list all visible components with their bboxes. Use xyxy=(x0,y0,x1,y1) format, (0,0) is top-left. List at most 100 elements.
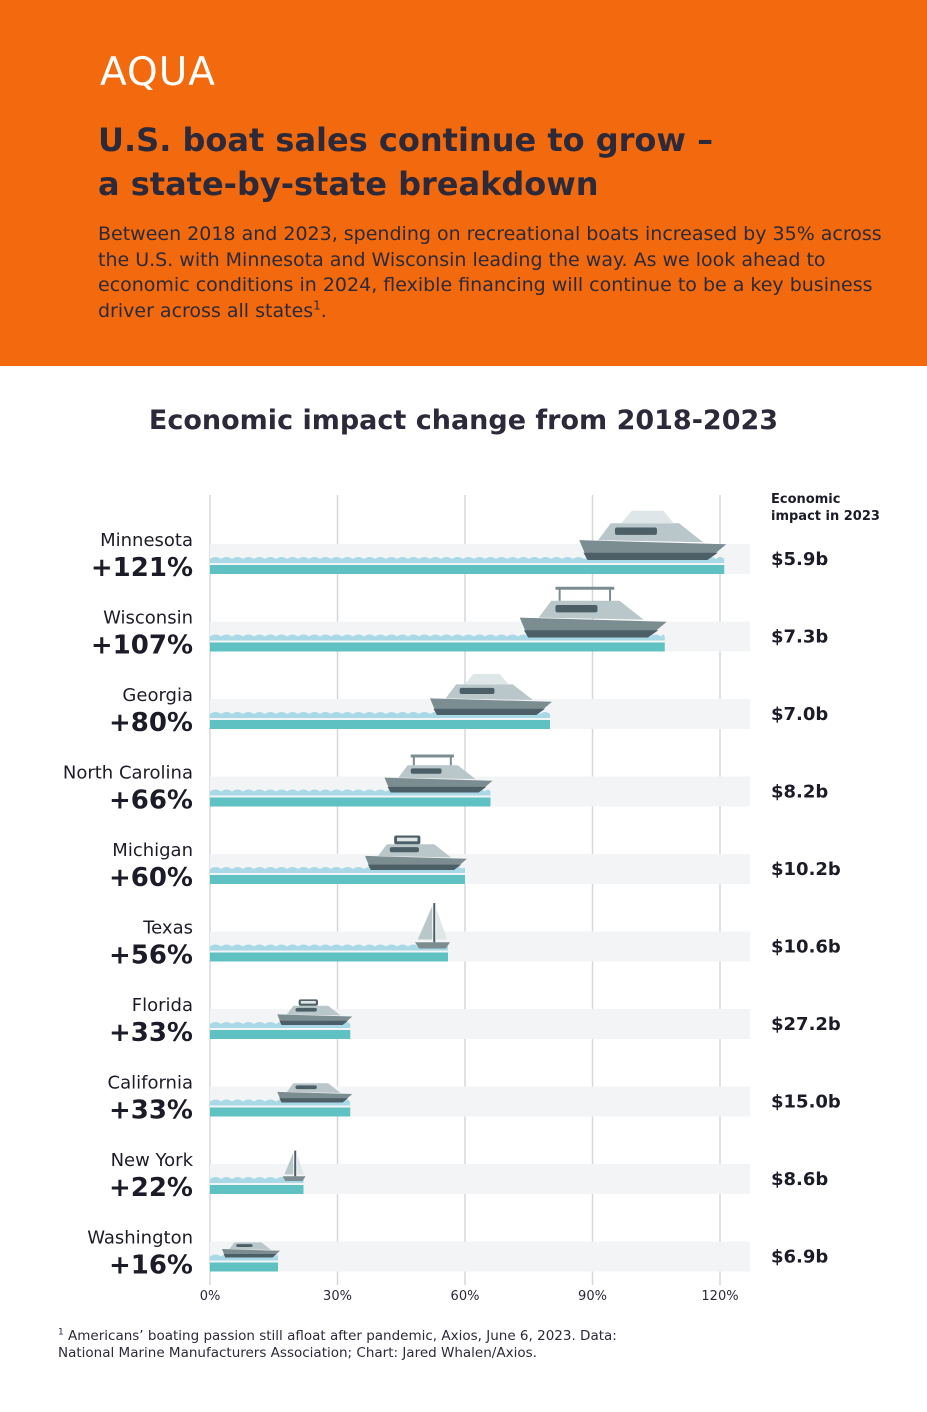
impact-header-line-2: impact in 2023 xyxy=(771,509,880,524)
boat-part xyxy=(621,510,674,524)
bar-row: Washington+16% $6.9b xyxy=(87,1228,828,1281)
state-label: Minnesota xyxy=(100,530,193,551)
state-label: New York xyxy=(111,1150,194,1171)
boat-part xyxy=(614,527,657,535)
percent-label: +22% xyxy=(109,1173,193,1203)
percent-label: +60% xyxy=(109,863,193,893)
bar xyxy=(210,797,491,807)
bar xyxy=(210,720,550,729)
impact-value: $5.9b xyxy=(771,549,828,570)
intro-end: . xyxy=(320,299,327,322)
boat-part xyxy=(397,837,418,842)
impact-value: $8.2b xyxy=(771,782,828,803)
bar xyxy=(210,1030,351,1039)
state-label: North Carolina xyxy=(63,763,193,784)
boat-part xyxy=(583,552,718,560)
footnote-line-1: 1 Americans’ boating passion still afloa… xyxy=(58,1328,778,1345)
state-label: Michigan xyxy=(112,840,193,861)
bar-wave xyxy=(210,944,448,951)
header-banner: AQUA U.S. boat sales continue to grow – … xyxy=(0,0,927,366)
bar xyxy=(210,1262,278,1272)
cabin-cruiser-icon xyxy=(519,586,667,638)
yacht-icon xyxy=(579,510,727,560)
state-label: California xyxy=(108,1073,193,1094)
bar-row: Georgia+80% $7.0b xyxy=(109,673,828,738)
boat-part xyxy=(459,687,495,694)
houseboat-icon xyxy=(277,999,353,1025)
boat-part xyxy=(297,1154,304,1175)
boat-part xyxy=(523,630,659,638)
boat-part xyxy=(410,768,442,774)
state-label: Wisconsin xyxy=(103,608,193,629)
bar xyxy=(210,875,465,884)
boat-part xyxy=(279,1098,348,1103)
intro-paragraph: Between 2018 and 2023, spending on recre… xyxy=(98,222,888,324)
boat-part xyxy=(389,847,419,853)
chart-title: Economic impact change from 2018-2023 xyxy=(148,405,779,436)
percent-label: +121% xyxy=(91,553,193,583)
impact-value: $8.6b xyxy=(771,1169,828,1190)
percent-label: +33% xyxy=(109,1096,193,1126)
impact-value: $7.0b xyxy=(771,704,828,725)
sport-yacht-icon xyxy=(430,673,552,715)
impact-value: $10.2b xyxy=(771,859,841,880)
bar-row: New York+22% $8.6b xyxy=(109,1150,828,1203)
x-tick-label: 120% xyxy=(701,1289,738,1304)
boat-part xyxy=(279,1020,348,1025)
boat-part xyxy=(433,708,546,715)
footnote: 1 Americans’ boating passion still afloa… xyxy=(58,1328,778,1362)
bar xyxy=(210,565,725,574)
bar-row: Minnesota+121% $5.9b xyxy=(91,510,828,583)
state-label: Texas xyxy=(142,918,193,939)
bar xyxy=(210,642,665,652)
intro-footnote-marker: 1 xyxy=(313,298,321,313)
percent-label: +66% xyxy=(109,786,193,816)
x-tick-label: 60% xyxy=(451,1289,480,1304)
percent-label: +33% xyxy=(109,1018,193,1048)
bar-row: Florida+33% $27.2b xyxy=(109,995,841,1048)
intro-text: Between 2018 and 2023, spending on recre… xyxy=(98,223,882,322)
impact-value: $27.2b xyxy=(771,1014,841,1035)
boat-part xyxy=(555,605,598,613)
state-label: Florida xyxy=(132,995,193,1016)
aqua-logo: AQUA xyxy=(100,50,216,95)
boat-part xyxy=(436,908,448,940)
impact-value: $6.9b xyxy=(771,1247,828,1268)
footnote-text-1: Americans’ boating passion still afloat … xyxy=(68,1328,617,1344)
pilothouse-icon xyxy=(365,835,467,870)
bar xyxy=(210,1107,351,1117)
bar-row: North Carolina+66% $8.2b xyxy=(63,754,828,816)
bar-row: Michigan+60% $10.2b xyxy=(109,835,841,893)
bar xyxy=(210,952,448,962)
boat-part xyxy=(464,673,509,685)
bar-wave xyxy=(210,1177,304,1183)
speedboat-icon xyxy=(277,1083,353,1103)
boat-part xyxy=(282,1176,306,1181)
impact-value: $7.3b xyxy=(771,627,828,648)
impact-header-line-1: Economic xyxy=(771,492,840,507)
bar-wave xyxy=(210,634,665,641)
boat-part xyxy=(415,942,450,949)
x-tick-label: 30% xyxy=(323,1289,352,1304)
boat-part xyxy=(295,1085,317,1090)
x-tick-label: 0% xyxy=(200,1289,221,1304)
percent-label: +56% xyxy=(109,941,193,971)
bar-track xyxy=(210,1241,750,1272)
impact-value: $15.0b xyxy=(771,1092,841,1113)
boat-part xyxy=(284,1152,294,1175)
boat-part xyxy=(367,864,462,870)
bar-row: Wisconsin+107% $7.3b xyxy=(91,586,828,661)
bar-row: Texas+56% $10.6b xyxy=(109,903,841,971)
skiff-icon xyxy=(222,1242,280,1258)
boat-part xyxy=(295,1007,317,1012)
boat-part xyxy=(223,1254,277,1258)
page-headline: U.S. boat sales continue to grow – a sta… xyxy=(98,118,858,206)
small-sailboat-icon xyxy=(282,1150,306,1181)
percent-label: +16% xyxy=(109,1251,193,1281)
bar-row: California+33% $15.0b xyxy=(108,1073,841,1126)
bar xyxy=(210,1185,304,1194)
headline-line-1: U.S. boat sales continue to grow – xyxy=(98,121,714,159)
percent-label: +80% xyxy=(109,708,193,738)
boat-part xyxy=(236,1244,253,1247)
